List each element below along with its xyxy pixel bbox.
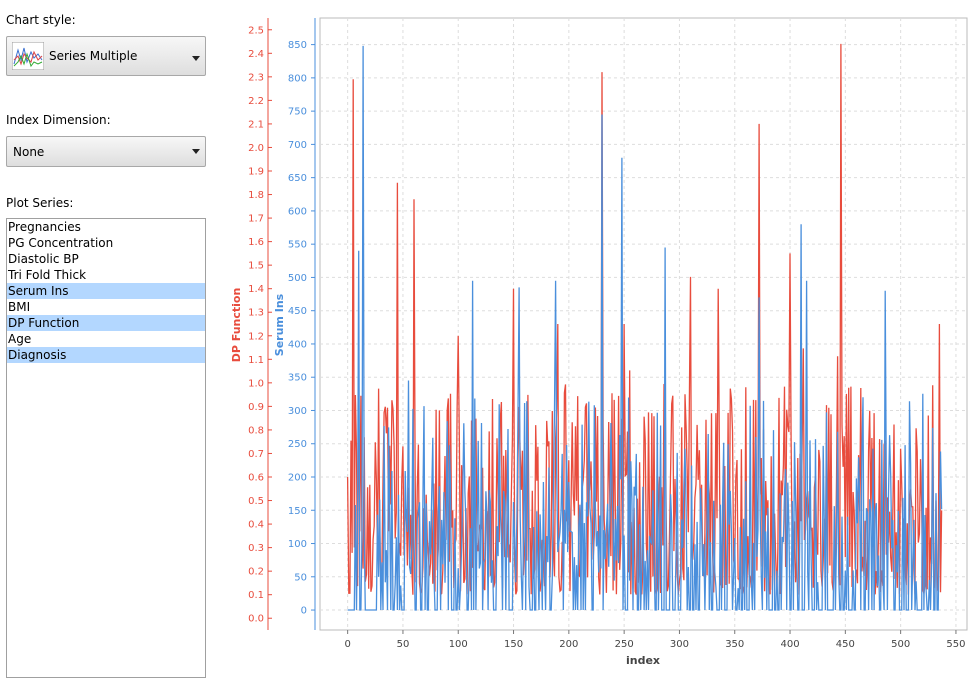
y-right-tick-label: 750 <box>288 107 307 118</box>
chevron-down-icon[interactable] <box>192 56 200 61</box>
serum-ins-series-line <box>347 45 943 611</box>
x-tick-label: 400 <box>780 639 799 650</box>
y-left-tick-label: 1.5 <box>248 261 264 272</box>
x-tick-label: 550 <box>946 639 965 650</box>
plot-series-label: Plot Series: <box>6 196 74 210</box>
index-dimension-label: Index Dimension: <box>6 113 111 127</box>
x-tick-label: 450 <box>836 639 855 650</box>
x-tick-label: 500 <box>891 639 910 650</box>
y-left-tick-label: 0.8 <box>248 425 264 436</box>
chevron-down-icon[interactable] <box>192 149 200 154</box>
chart-style-value: Series Multiple <box>49 49 138 63</box>
y-right-tick-label: 350 <box>288 373 307 384</box>
plot-area <box>319 17 968 631</box>
y-left-tick-label: 0.4 <box>248 520 264 531</box>
x-tick-label: 250 <box>615 639 634 650</box>
plot-series-item[interactable]: Diastolic BP <box>8 252 79 266</box>
x-tick-label: 200 <box>559 639 578 650</box>
y-right-tick-label: 700 <box>288 140 307 151</box>
index-dimension-value: None <box>13 145 45 159</box>
y-right-tick-label: 650 <box>288 173 307 184</box>
y-right-tick-label: 150 <box>288 506 307 517</box>
chart-style-label: Chart style: <box>6 13 76 27</box>
y-left-tick-label: 0.1 <box>248 590 264 601</box>
dp-function-series-line <box>346 43 943 596</box>
y-right-tick-label: 850 <box>288 40 307 51</box>
y-left-tick-label: 0.6 <box>248 473 264 484</box>
x-tick-label: 300 <box>670 639 689 650</box>
y-left-tick-label: 1.9 <box>248 167 264 178</box>
chart-style-select[interactable]: Series Multiple <box>6 36 206 76</box>
plot-series-item[interactable]: PG Concentration <box>8 236 114 250</box>
y-right-tick-label: 500 <box>288 273 307 284</box>
y-right-tick-label: 450 <box>288 306 307 317</box>
y-left-tick-label: 0.9 <box>248 402 264 413</box>
y-left-tick-label: 2.5 <box>248 25 264 36</box>
plot-series-item[interactable]: BMI <box>8 300 31 314</box>
y-axis-left-label: DP Function <box>230 288 243 363</box>
plot-series-item[interactable]: DP Function <box>7 315 205 331</box>
y-left-tick-label: 2.4 <box>248 49 264 60</box>
y-left-tick-label: 0.2 <box>248 567 264 578</box>
y-left-tick-label: 0.7 <box>248 449 264 460</box>
y-left-tick-label: 1.8 <box>248 190 264 201</box>
x-tick-label: 150 <box>504 639 523 650</box>
y-right-tick-label: 300 <box>288 406 307 417</box>
y-left-tick-label: 0.0 <box>248 614 264 625</box>
x-axis-label: index <box>626 654 660 667</box>
y-left-tick-label: 1.0 <box>248 378 264 389</box>
y-left-tick-label: 2.1 <box>248 119 264 130</box>
plot-series-item[interactable]: Diagnosis <box>7 347 205 363</box>
y-left-tick-label: 0.5 <box>248 496 264 507</box>
y-left-tick-label: 1.1 <box>248 355 264 366</box>
y-right-tick-label: 100 <box>288 539 307 550</box>
y-left-tick-label: 2.3 <box>248 72 264 83</box>
plot-series-item[interactable]: Serum Ins <box>7 283 205 299</box>
y-left-tick-label: 1.2 <box>248 331 264 342</box>
plot-series-item[interactable]: Age <box>8 332 32 346</box>
series-multiple-chart-icon <box>11 41 45 71</box>
y-right-tick-label: 0 <box>301 606 307 617</box>
y-left-tick-label: 1.3 <box>248 308 264 319</box>
plot-series-item[interactable]: Tri Fold Thick <box>8 268 87 282</box>
y-right-tick-label: 550 <box>288 240 307 251</box>
x-tick-label: 50 <box>397 639 410 650</box>
y-left-tick-label: 1.4 <box>248 284 264 295</box>
y-right-tick-label: 800 <box>288 73 307 84</box>
x-tick-label: 0 <box>344 639 350 650</box>
x-tick-label: 100 <box>449 639 468 650</box>
y-left-tick-label: 2.2 <box>248 96 264 107</box>
y-left-tick-label: 1.7 <box>248 214 264 225</box>
y-left-tick-label: 2.0 <box>248 143 264 154</box>
plot-series-list[interactable]: Pregnancies PG Concentration Diastolic BP T… <box>6 218 206 678</box>
y-right-tick-label: 600 <box>288 206 307 217</box>
index-dimension-select[interactable]: None <box>6 136 206 167</box>
y-right-tick-label: 400 <box>288 339 307 350</box>
y-left-tick-label: 0.3 <box>248 543 264 554</box>
y-right-tick-label: 200 <box>288 473 307 484</box>
y-right-tick-label: 250 <box>288 439 307 450</box>
x-tick-label: 350 <box>725 639 744 650</box>
y-right-tick-label: 50 <box>294 572 307 583</box>
y-axis-right-label: Serum Ins <box>273 293 286 356</box>
y-left-tick-label: 1.6 <box>248 237 264 248</box>
plot-series-item[interactable]: Pregnancies <box>8 220 81 234</box>
